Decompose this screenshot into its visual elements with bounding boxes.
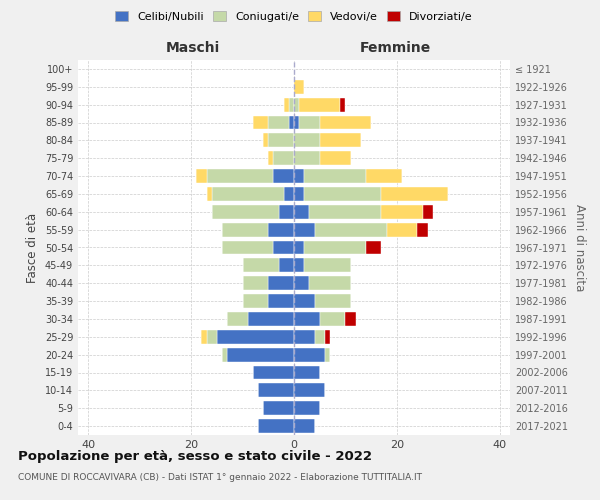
- Bar: [242, 258, 278, 272]
- Bar: [366, 240, 382, 254]
- Bar: [202, 330, 206, 344]
- Bar: [294, 366, 320, 380]
- Bar: [274, 151, 294, 165]
- Bar: [222, 348, 227, 362]
- Bar: [268, 222, 294, 236]
- Bar: [340, 98, 346, 112]
- Bar: [422, 205, 433, 219]
- Bar: [263, 401, 294, 415]
- Bar: [278, 258, 294, 272]
- Bar: [320, 312, 346, 326]
- Bar: [242, 294, 268, 308]
- Legend: Celibi/Nubili, Coniugati/e, Vedovi/e, Divorziati/e: Celibi/Nubili, Coniugati/e, Vedovi/e, Di…: [112, 8, 476, 25]
- Bar: [222, 240, 274, 254]
- Bar: [294, 240, 304, 254]
- Bar: [274, 240, 294, 254]
- Bar: [289, 116, 294, 130]
- Bar: [258, 384, 294, 398]
- Bar: [299, 98, 340, 112]
- Bar: [418, 222, 428, 236]
- Bar: [320, 151, 350, 165]
- Bar: [294, 294, 314, 308]
- Bar: [206, 330, 217, 344]
- Bar: [299, 116, 320, 130]
- Bar: [268, 134, 294, 147]
- Bar: [314, 294, 350, 308]
- Bar: [320, 134, 361, 147]
- Bar: [314, 222, 386, 236]
- Bar: [382, 205, 422, 219]
- Bar: [227, 348, 294, 362]
- Bar: [253, 366, 294, 380]
- Bar: [268, 294, 294, 308]
- Bar: [278, 205, 294, 219]
- Y-axis label: Fasce di età: Fasce di età: [26, 212, 39, 282]
- Bar: [248, 312, 294, 326]
- Bar: [294, 222, 314, 236]
- Bar: [227, 312, 248, 326]
- Bar: [294, 80, 304, 94]
- Bar: [294, 169, 304, 183]
- Bar: [346, 312, 356, 326]
- Bar: [268, 276, 294, 290]
- Bar: [268, 151, 274, 165]
- Bar: [310, 205, 382, 219]
- Bar: [212, 187, 284, 201]
- Y-axis label: Anni di nascita: Anni di nascita: [574, 204, 586, 291]
- Bar: [294, 134, 320, 147]
- Bar: [294, 258, 304, 272]
- Bar: [217, 330, 294, 344]
- Text: COMUNE DI ROCCAVIVARA (CB) - Dati ISTAT 1° gennaio 2022 - Elaborazione TUTTITALI: COMUNE DI ROCCAVIVARA (CB) - Dati ISTAT …: [18, 472, 422, 482]
- Bar: [206, 187, 212, 201]
- Bar: [386, 222, 418, 236]
- Bar: [304, 187, 382, 201]
- Bar: [294, 384, 325, 398]
- Bar: [284, 187, 294, 201]
- Bar: [294, 401, 320, 415]
- Bar: [294, 419, 314, 433]
- Bar: [304, 240, 366, 254]
- Bar: [294, 276, 310, 290]
- Bar: [284, 98, 289, 112]
- Bar: [253, 116, 268, 130]
- Bar: [325, 330, 330, 344]
- Bar: [242, 276, 268, 290]
- Bar: [212, 205, 278, 219]
- Bar: [294, 151, 320, 165]
- Bar: [196, 169, 206, 183]
- Text: Popolazione per età, sesso e stato civile - 2022: Popolazione per età, sesso e stato civil…: [18, 450, 372, 463]
- Bar: [289, 98, 294, 112]
- Bar: [294, 205, 310, 219]
- Bar: [325, 348, 330, 362]
- Bar: [263, 134, 268, 147]
- Bar: [382, 187, 448, 201]
- Bar: [304, 169, 366, 183]
- Bar: [294, 187, 304, 201]
- Text: Femmine: Femmine: [360, 40, 431, 54]
- Bar: [268, 116, 289, 130]
- Bar: [304, 258, 350, 272]
- Bar: [222, 222, 268, 236]
- Bar: [320, 116, 371, 130]
- Bar: [294, 98, 299, 112]
- Bar: [274, 169, 294, 183]
- Bar: [310, 276, 350, 290]
- Bar: [206, 169, 274, 183]
- Bar: [258, 419, 294, 433]
- Text: Maschi: Maschi: [166, 40, 220, 54]
- Bar: [294, 348, 325, 362]
- Bar: [294, 330, 314, 344]
- Bar: [294, 312, 320, 326]
- Bar: [294, 116, 299, 130]
- Bar: [314, 330, 325, 344]
- Bar: [366, 169, 402, 183]
